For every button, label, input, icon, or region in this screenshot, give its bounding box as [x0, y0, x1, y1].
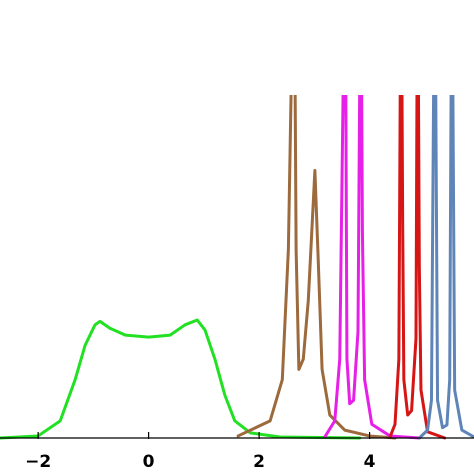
x-tick-label: 0: [143, 452, 155, 472]
curve: [388, 95, 447, 440]
x-tick-label: 2: [253, 452, 265, 472]
curve: [417, 95, 474, 440]
x-tick-label: 4: [364, 452, 376, 472]
curve: [323, 95, 421, 440]
curve: [0, 318, 362, 440]
x-tick-label: −2: [25, 452, 51, 472]
curve: [236, 95, 397, 440]
plot-area: [0, 95, 474, 440]
